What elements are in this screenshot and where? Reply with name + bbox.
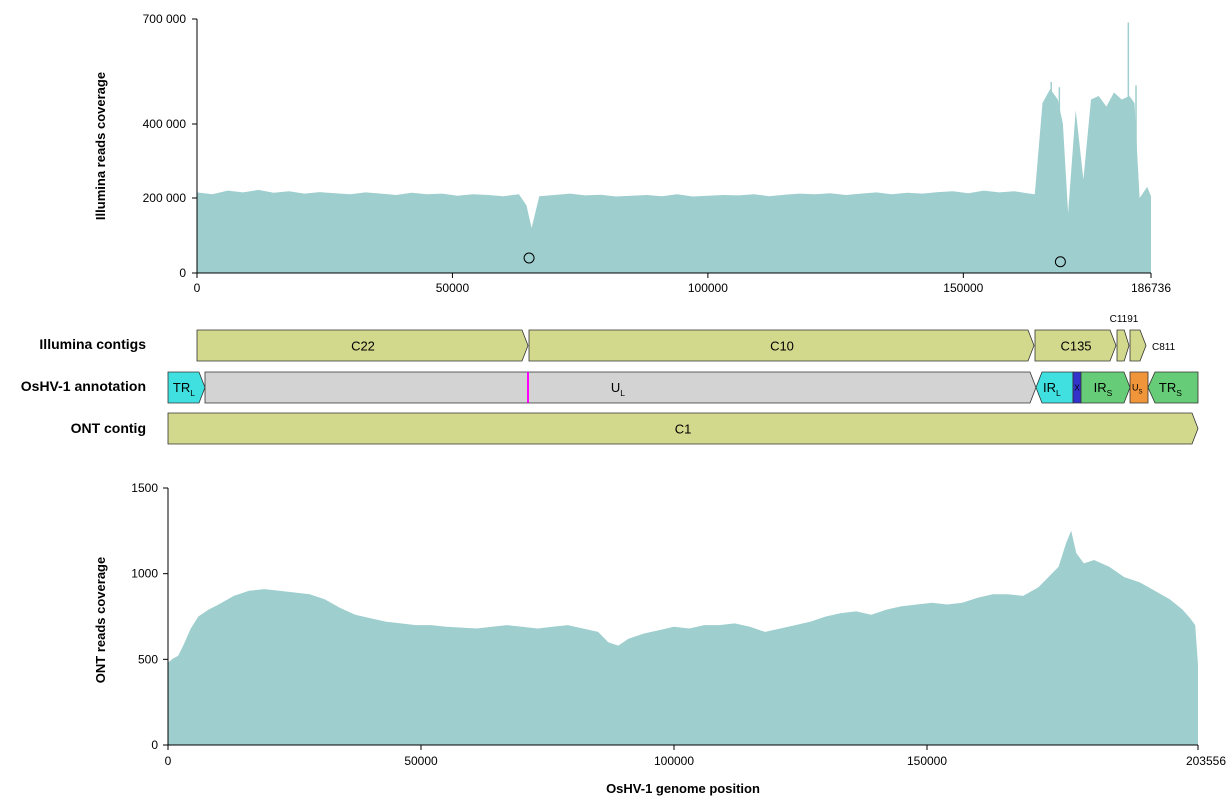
illumina-coverage-spikes xyxy=(1050,22,1137,273)
contig-name: C1191 xyxy=(1110,314,1139,325)
ont-contig-c1: C1 xyxy=(167,412,1199,445)
ont-coverage-area xyxy=(168,530,1198,745)
x-tick-label: 150000 xyxy=(943,281,983,295)
contig-name: C1 xyxy=(675,422,692,437)
annotation-trl: TRL xyxy=(167,371,206,404)
x-tick-label: 0 xyxy=(165,754,172,768)
ont-x-axis-label: OsHV-1 genome position xyxy=(606,781,760,796)
x-tick-label: 50000 xyxy=(404,754,438,768)
illumina-coverage-chart: 0 200 000 400 000 700 000 0 50000 100000 15000… xyxy=(93,12,1171,295)
y-tick-label: 200 000 xyxy=(143,191,187,205)
ont-contig-label: ONT contig xyxy=(71,420,146,436)
illumina-y-ticks: 0 200 000 400 000 700 000 xyxy=(143,12,197,280)
x-tick-label: 0 xyxy=(194,281,201,295)
ont-coverage-chart: 0 500 1000 1500 0 50000 100000 150000 203556 ON… xyxy=(93,481,1226,796)
contig-c22: C22 xyxy=(196,329,529,362)
annotation-name: X xyxy=(1074,383,1080,392)
illumina-annotation-markers xyxy=(523,252,1066,268)
x-tick-label: 186736 xyxy=(1131,281,1171,295)
annotation-irs: IRS xyxy=(1080,371,1131,404)
y-tick-label: 1000 xyxy=(131,567,158,581)
annotation-name: TRL xyxy=(173,380,195,398)
y-tick-label: 1500 xyxy=(131,481,158,495)
illumina-contigs-label: Illumina contigs xyxy=(39,336,146,352)
x-tick-label: 150000 xyxy=(907,754,947,768)
illumina-y-axis-label: Illumina reads coverage xyxy=(93,72,108,220)
annotation-circle xyxy=(523,252,535,264)
x-tick-label: 50000 xyxy=(436,281,470,295)
annotation-ul: UL xyxy=(204,371,1037,404)
annotation-name: US xyxy=(1132,383,1143,396)
ont-x-ticks: 0 50000 100000 150000 203556 xyxy=(165,745,1226,768)
contig-name: C811 xyxy=(1152,342,1176,353)
contig-c811: C811 xyxy=(1129,329,1176,362)
y-tick-label: 700 000 xyxy=(143,12,187,26)
y-tick-label: 0 xyxy=(179,266,186,280)
contig-name: C10 xyxy=(770,339,794,354)
contig-c135: C135 xyxy=(1034,329,1117,362)
ont-y-ticks: 0 500 1000 1500 xyxy=(131,481,168,752)
ont-contig-track: C1 xyxy=(167,412,1199,445)
annotation-us: US xyxy=(1129,371,1149,404)
contig-c10: C10 xyxy=(528,329,1035,362)
annotation-irl: IRL xyxy=(1035,371,1074,404)
annotation-trs: TRS xyxy=(1147,371,1199,404)
y-tick-label: 0 xyxy=(151,738,158,752)
x-tick-label: 203556 xyxy=(1186,754,1226,768)
x-tick-label: 100000 xyxy=(688,281,728,295)
ont-y-axis-label: ONT reads coverage xyxy=(93,557,108,683)
contig-c1191: C1191 xyxy=(1110,314,1139,362)
x-tick-label: 100000 xyxy=(654,754,694,768)
contig-name: C135 xyxy=(1060,339,1091,354)
y-tick-label: 500 xyxy=(138,652,158,666)
y-tick-label: 400 000 xyxy=(143,117,187,131)
annotation-track-label: OsHV-1 annotation xyxy=(21,378,146,394)
annotation-circle xyxy=(1054,256,1066,268)
contig-name: C22 xyxy=(351,339,375,354)
illumina-x-ticks: 0 50000 100000 150000 186736 xyxy=(194,273,1171,295)
annotation-x: X xyxy=(1072,371,1082,404)
illumina-contigs-track: C22 C10 C135 C1191 C811 xyxy=(196,314,1176,362)
illumina-coverage-area xyxy=(197,89,1151,273)
